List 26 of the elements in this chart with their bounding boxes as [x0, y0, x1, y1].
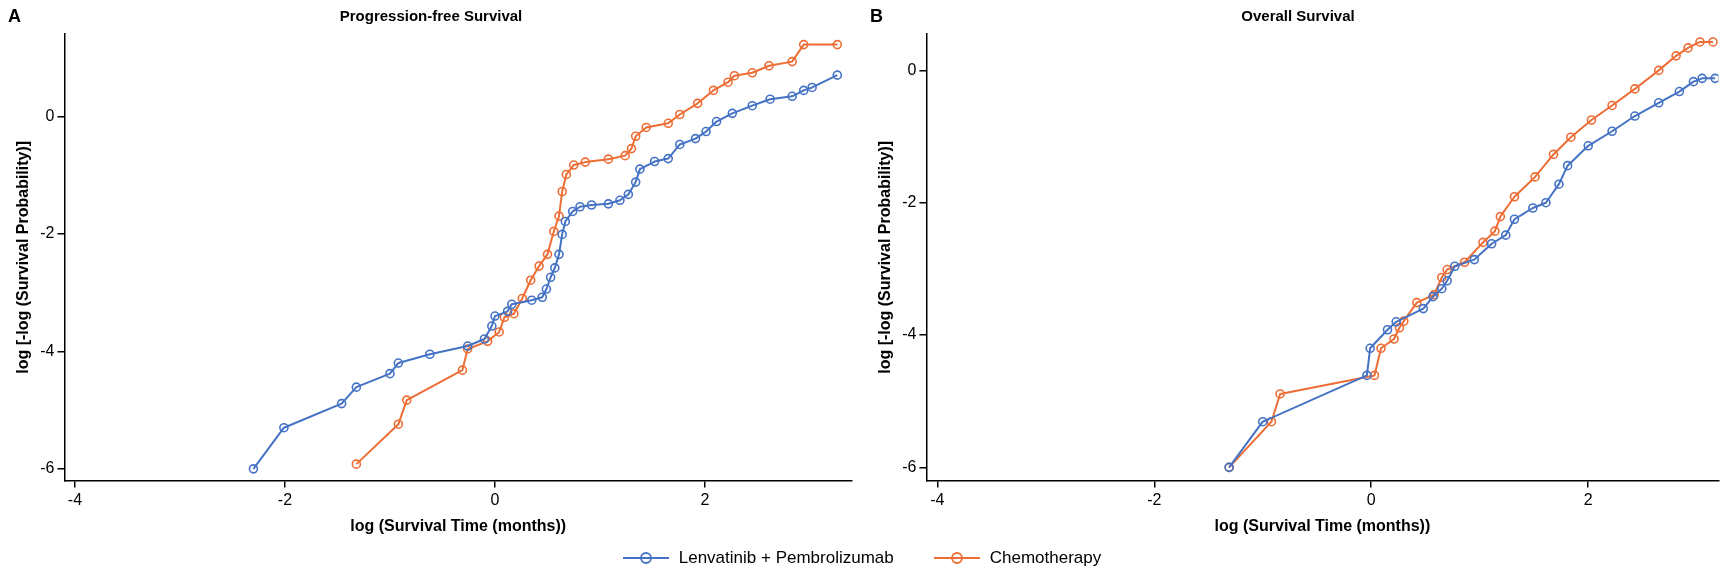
y-axis-title: log [-log (Survival Probability)] — [876, 140, 894, 374]
x-tick-label: 0 — [1366, 490, 1376, 508]
y-tick-label: -2 — [902, 193, 917, 211]
x-tick-label: 2 — [700, 490, 710, 508]
legend-label: Chemotherapy — [989, 548, 1102, 568]
y-tick-label: -4 — [902, 325, 917, 343]
y-tick-label: 0 — [45, 106, 55, 124]
x-tick-label: -2 — [277, 490, 293, 508]
y-tick-label: -6 — [40, 459, 55, 477]
x-tick-label: 2 — [1583, 490, 1593, 508]
chart-title: Progression-free Survival — [339, 7, 523, 25]
x-tick-label: -4 — [930, 490, 945, 508]
y-tick-label: -6 — [902, 457, 917, 475]
text: A — [8, 5, 21, 26]
y-tick-label: -2 — [40, 224, 55, 242]
x-axis-title: log (Survival Time (months)) — [350, 516, 567, 534]
x-tick-label: -2 — [1147, 490, 1162, 508]
legend-label: Lenvatinib + Pembrolizumab — [678, 548, 894, 568]
x-tick-label: -4 — [67, 490, 83, 508]
y-axis-title: log [-log (Survival Probability)] — [14, 140, 32, 374]
y-tick-label: 0 — [907, 60, 917, 78]
x-axis-title: log (Survival Time (months)) — [1214, 516, 1431, 534]
x-tick-label: 0 — [490, 490, 500, 508]
chart-title: Overall Survival — [1241, 7, 1355, 25]
y-tick-label: -4 — [40, 341, 55, 359]
text: B — [870, 5, 883, 26]
